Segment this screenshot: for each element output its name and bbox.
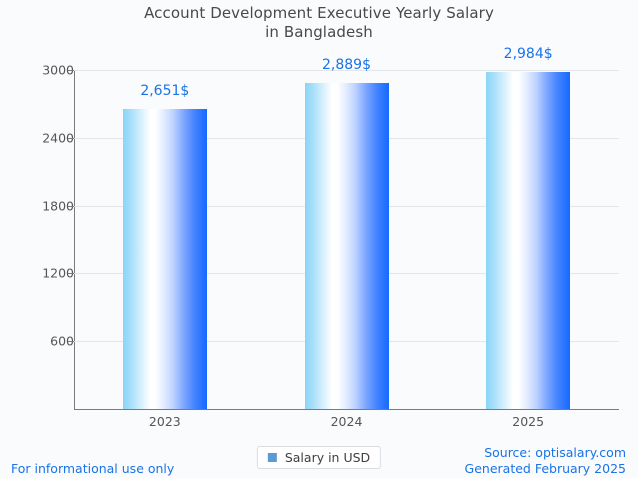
x-axis-tick-label-2025: 2025 — [512, 414, 545, 429]
y-axis-line — [74, 70, 75, 410]
footer-generated: Generated February 2025 — [464, 461, 626, 476]
x-axis-tick-label-2024: 2024 — [330, 414, 363, 429]
y-axis-tick-mark — [68, 205, 74, 207]
bar-2025[interactable] — [486, 71, 571, 409]
bar-2024[interactable] — [304, 82, 389, 409]
chart-title-line-2: in Bangladesh — [265, 23, 373, 41]
footer-source-block: Source: optisalary.com Generated Februar… — [465, 445, 626, 477]
y-axis-tick-mark — [68, 341, 74, 343]
y-axis-tick-label: 1800 — [42, 198, 74, 214]
gridline — [74, 70, 619, 71]
y-axis-tick-label: 2400 — [42, 130, 74, 146]
x-axis-tick-label-2023: 2023 — [148, 414, 181, 429]
y-axis-tick-label: 1200 — [42, 265, 74, 281]
plot-area — [74, 70, 619, 409]
legend-label-salary-in-usd: Salary in USD — [284, 450, 371, 465]
data-label-2024: 2,889$ — [322, 56, 371, 73]
footer-disclaimer: For informational use only — [11, 461, 175, 476]
y-axis-tick-label: 3000 — [42, 62, 74, 78]
chart-title: Account Development Executive Yearly Sal… — [0, 4, 638, 42]
y-axis-tick-mark — [68, 70, 74, 71]
y-axis-tick-label: 600 — [50, 333, 74, 349]
legend-swatch-salary-in-usd — [267, 453, 277, 462]
y-axis-tick-mark — [68, 273, 74, 275]
chart-title-line-1: Account Development Executive Yearly Sal… — [144, 4, 494, 22]
y-axis-tick-mark — [68, 137, 74, 139]
chart-legend[interactable]: Salary in USD — [256, 446, 382, 469]
x-axis-line — [74, 409, 619, 410]
footer-source: Source: optisalary.com — [484, 445, 626, 460]
data-label-2023: 2,651$ — [140, 83, 190, 100]
y-axis: 600 1200 1800 2400 3000 — [0, 0, 74, 478]
bar-2023[interactable] — [122, 109, 207, 409]
data-label-2025: 2,984$ — [503, 45, 553, 62]
